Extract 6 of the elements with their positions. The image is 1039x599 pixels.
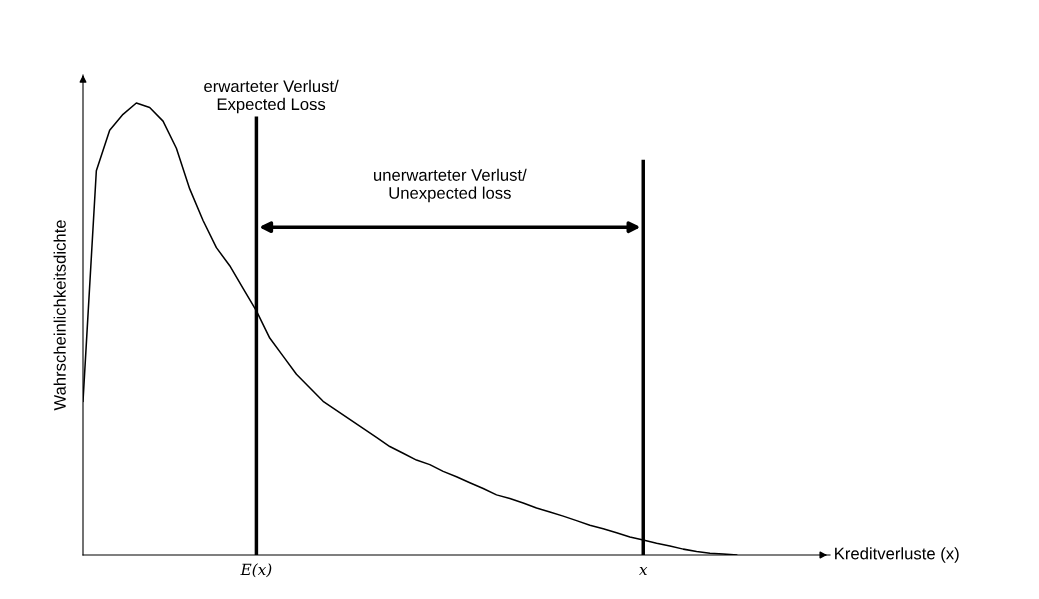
annotation: erwarteter Verlust/ Expected Loss	[204, 79, 339, 114]
x-tick-label: x	[638, 567, 648, 575]
annotation: unerwarteter Verlust/ Unexpected loss	[374, 168, 527, 203]
y-axis-title: Wahrscheinlichkeitsdichte	[53, 220, 66, 411]
x-axis-title: Kreditverluste (x)	[835, 547, 959, 563]
x-tick-label: E(x)	[240, 563, 272, 578]
